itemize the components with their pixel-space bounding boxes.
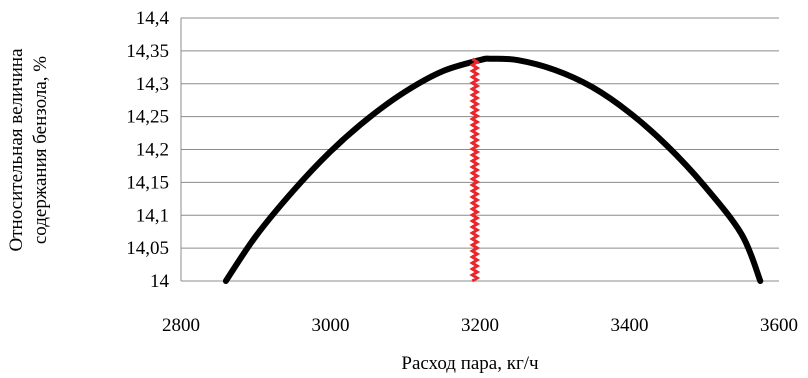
y-tick-label: 14,05 [126,238,169,259]
y-tick-labels: 14 14,05 14,1 14,15 14,2 14,25 14,3 14,35 14,4 [126,8,169,292]
marker-line [469,57,481,283]
x-tick-label: 3200 [461,315,499,336]
y-tick-label: 14,15 [126,172,169,193]
y-tick-label: 14 [150,271,170,292]
x-axis-label: Расход пара, кг/ч [401,353,539,374]
series [222,55,764,284]
series-line [222,55,764,284]
y-tick-label: 14,1 [136,205,169,226]
x-tick-label: 3000 [312,315,350,336]
y-axis-label-line: Относительная величина [6,48,27,252]
y-tick-label: 14,35 [126,41,169,62]
gridlines [180,17,779,282]
x-tick-label: 2800 [162,315,200,336]
y-tick-label: 14,2 [136,140,169,161]
y-tick-label: 14,4 [136,8,170,29]
x-tick-label: 3400 [611,315,649,336]
y-axis-label: Относительная величина содержания бензола… [6,48,51,252]
y-tick-label: 14,3 [136,74,169,95]
y-axis-label-line: содержания бензола, % [30,56,51,244]
y-tick-label: 14,25 [126,107,169,128]
x-tick-label: 3600 [760,315,798,336]
marker-line-group [469,57,481,283]
x-tick-labels: 2800 3000 3200 3400 3600 [162,315,798,336]
